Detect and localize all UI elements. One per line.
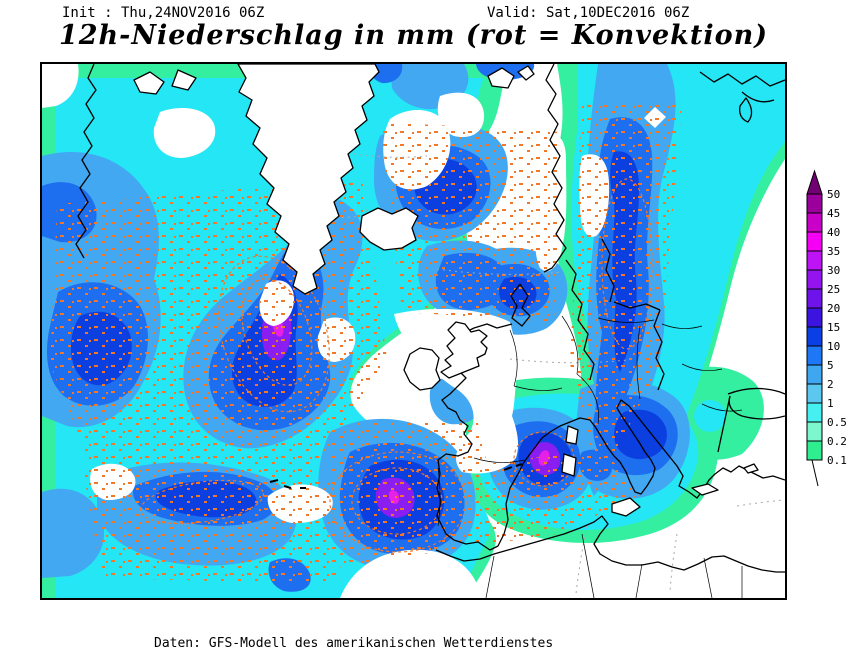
legend-overflow-arrow (806, 169, 823, 195)
legend-tick-label: 0.5 (827, 416, 847, 429)
init-time-label: Init : Thu,24NOV2016 06Z (62, 5, 265, 21)
legend-cells: 50 45 40 35 30 25 20 15 10 5 2 1 0.5 0.2 0.1 (806, 188, 847, 467)
page-title: 12h-Niederschlag in mm (rot = Konvektion… (58, 20, 769, 51)
legend-cell (806, 421, 823, 442)
legend-cell (806, 364, 823, 385)
precip-legend-scale: 50 45 40 35 30 25 20 15 10 5 2 1 0.5 0.2 0.1 (806, 169, 847, 487)
legend-tick-label: 1 (827, 397, 834, 410)
legend-tail-line (811, 459, 819, 487)
legend-cell (806, 250, 823, 271)
coastlines (75, 64, 785, 573)
legend-tick-label: 35 (827, 245, 840, 258)
legend-cell (806, 212, 823, 233)
legend-tick-label: 40 (827, 226, 840, 239)
legend-cell (806, 326, 823, 347)
legend-tick-label: 0.2 (827, 435, 847, 448)
country-borders (437, 315, 743, 598)
legend-cell (806, 307, 823, 328)
legend-tick-label: 5 (827, 359, 834, 372)
legend-tick-label: 0.1 (827, 454, 847, 467)
legend-tick-label: 20 (827, 302, 840, 315)
legend-cell (806, 288, 823, 309)
legend-tick-label: 45 (827, 207, 840, 220)
precipitation-map (40, 62, 787, 600)
precip-legend: 50 45 40 35 30 25 20 15 10 5 2 1 0.5 0.2 0.1 (804, 168, 850, 498)
legend-tick-label: 10 (827, 340, 840, 353)
map-canvas (42, 64, 785, 598)
legend-tick-label: 2 (827, 378, 834, 391)
legend-cell (806, 269, 823, 290)
legend-cell (806, 231, 823, 252)
legend-cell (806, 345, 823, 366)
legend-cell (806, 440, 823, 461)
data-source-line: Daten: GFS-Modell des amerikanischen Wet… (154, 636, 554, 651)
legend-tick-label: 15 (827, 321, 840, 334)
legend-tick-label: 30 (827, 264, 840, 277)
legend-cell (806, 383, 823, 404)
legend-tick-label: 50 (827, 188, 840, 201)
legend-cell (806, 193, 823, 214)
attribution: Daten: GFS-Modell des amerikanischen Wet… (154, 604, 553, 657)
legend-cell (806, 402, 823, 423)
valid-time-label: Valid: Sat,10DEC2016 06Z (487, 5, 690, 21)
legend-tick-label: 25 (827, 283, 840, 296)
